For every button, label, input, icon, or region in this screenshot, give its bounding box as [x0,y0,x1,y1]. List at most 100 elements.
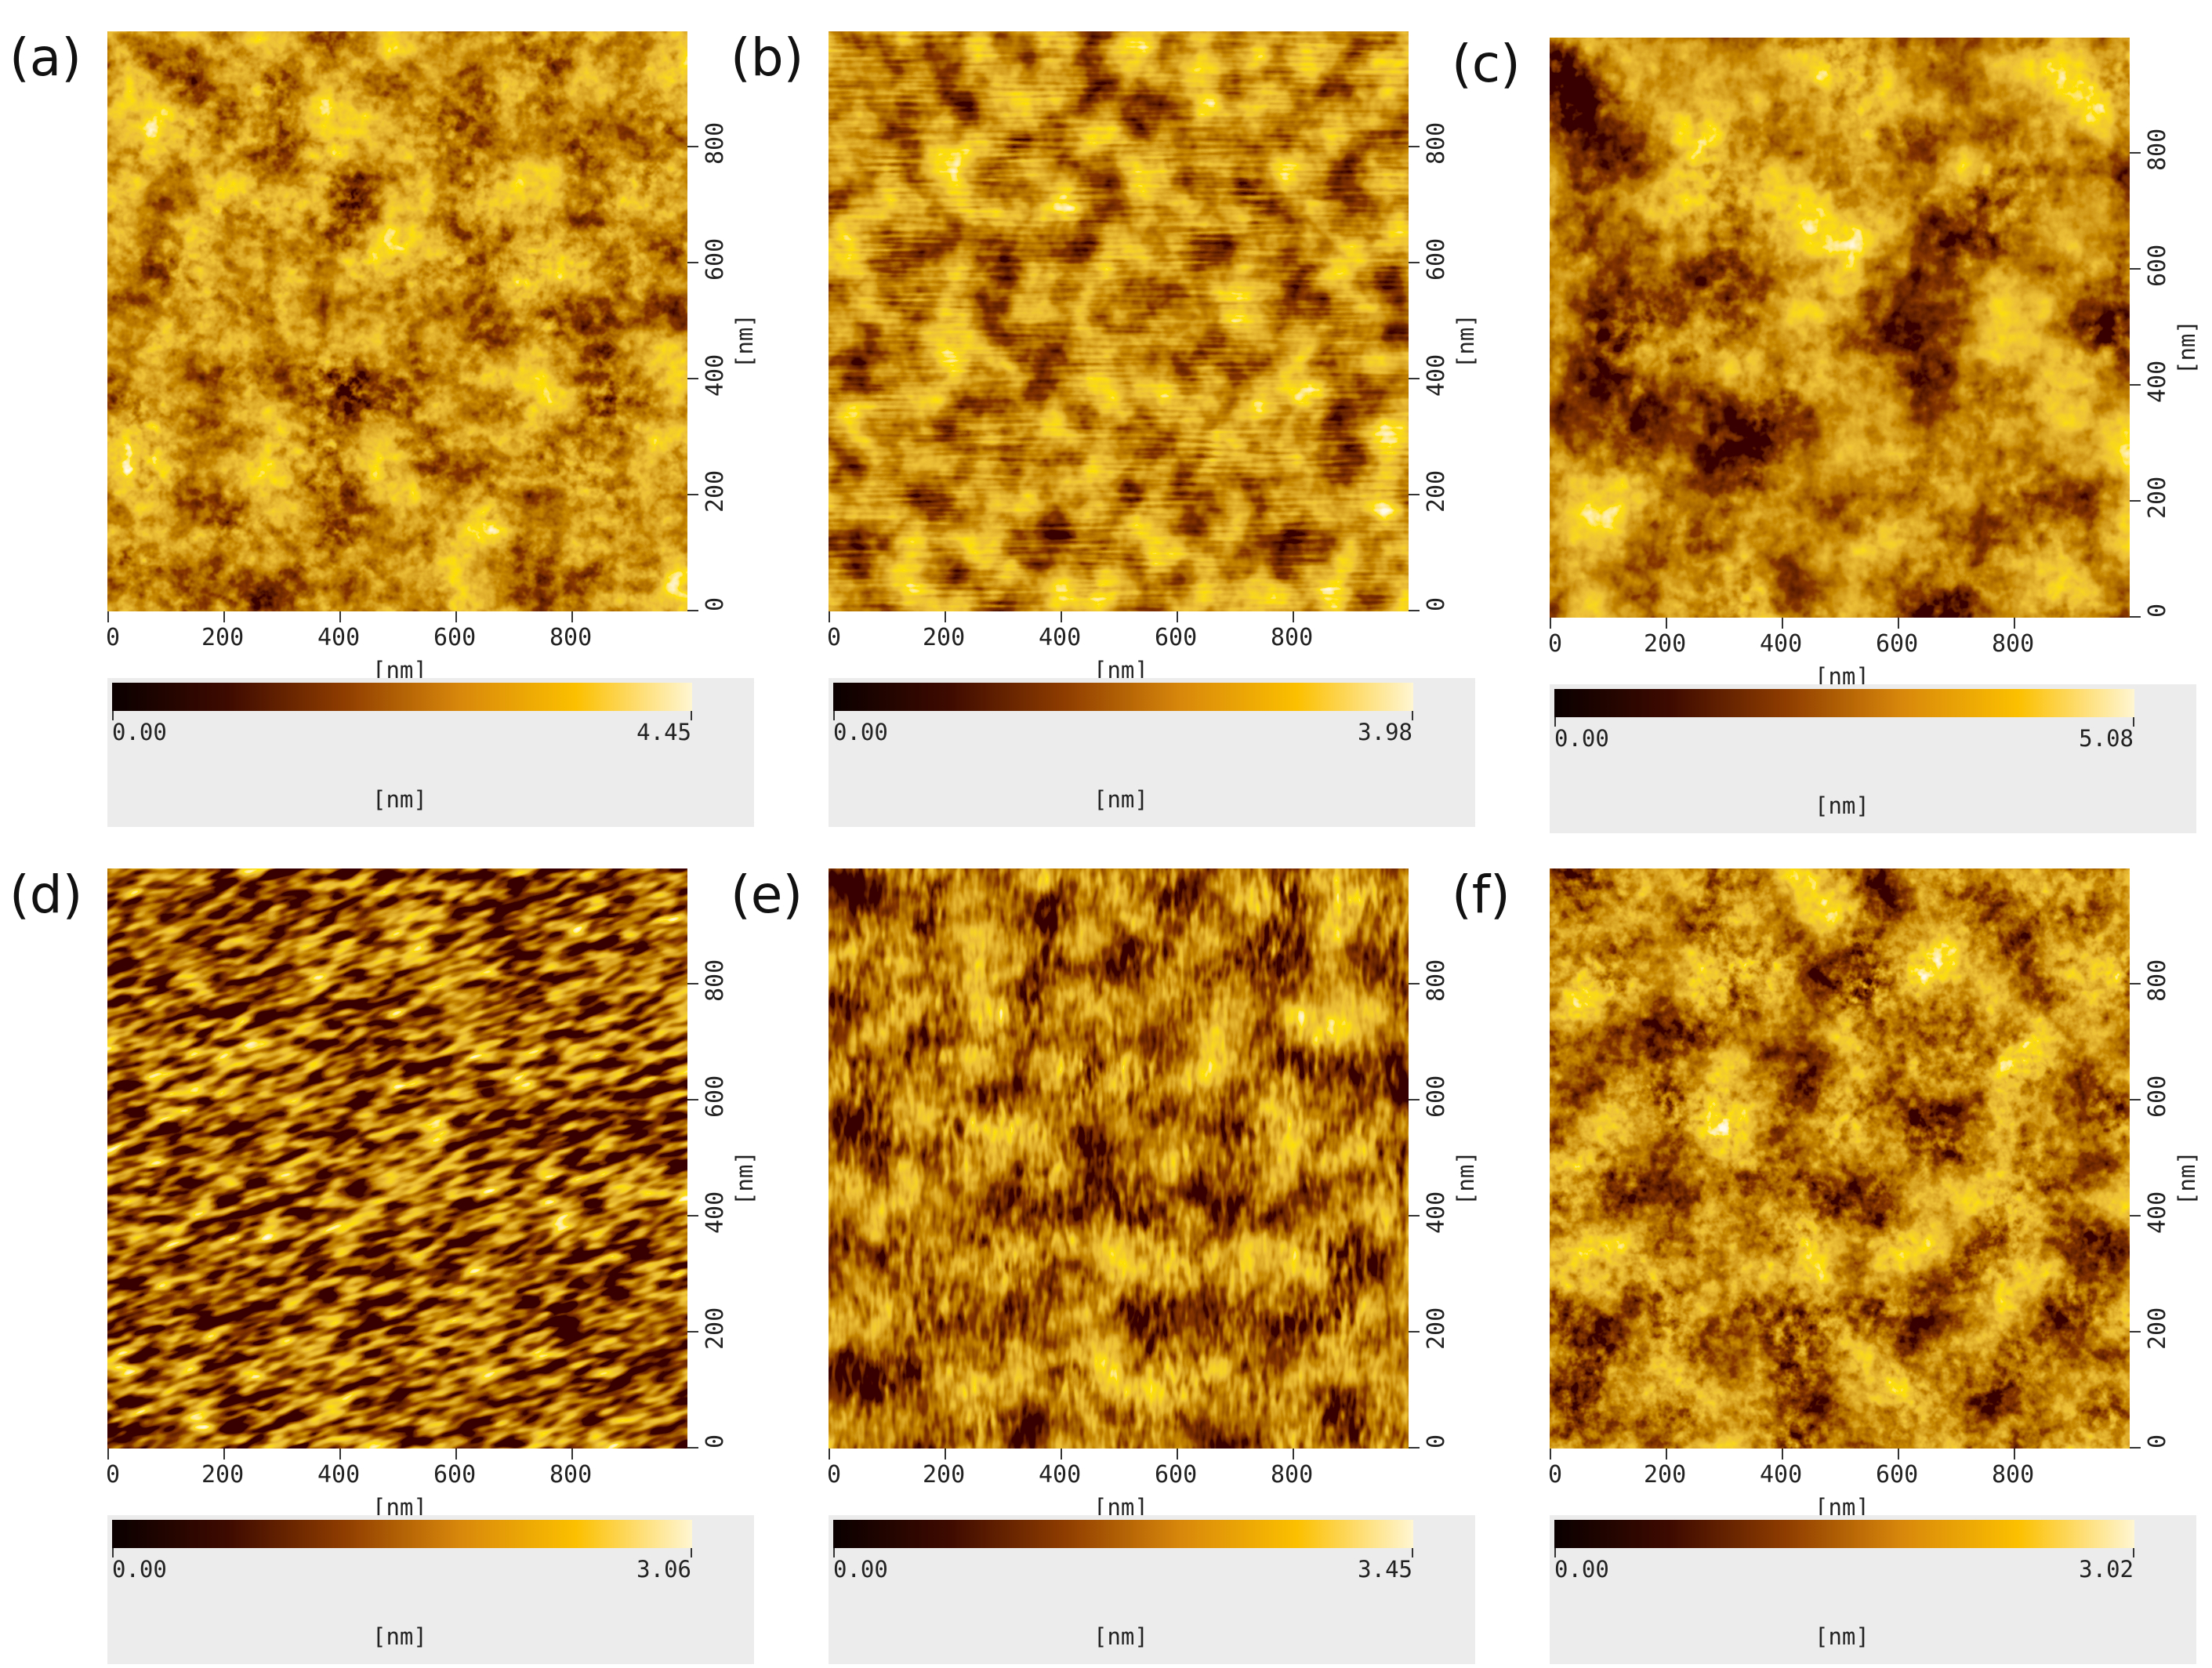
x-tick [1061,1449,1062,1460]
x-tick-label: 400 [1760,630,1803,658]
y-axis: 0 200 400 600 800 [nm] [2130,868,2200,1449]
y-tick-label: 600 [2144,1075,2171,1118]
y-tick-label: 400 [1423,1191,1450,1234]
y-tick [2130,1215,2141,1217]
y-tick-label: 0 [1423,1434,1450,1449]
x-tick-label: 400 [317,1461,361,1489]
colorbar-tick [691,1548,692,1557]
y-axis-unit: [nm] [731,314,758,368]
x-tick-label: 400 [1039,1461,1082,1489]
panel-label: (c) [1452,34,1521,94]
x-tick-label: 600 [1876,1461,1919,1489]
x-tick [571,1449,573,1460]
x-tick [455,1449,457,1460]
y-axis-unit: [nm] [2174,1151,2200,1206]
x-tick [571,611,573,622]
panel-e: (e) 0 200 400 600 800 [n [731,865,1534,1668]
y-tick [1409,494,1420,495]
x-tick-label: 800 [1992,1461,2035,1489]
afm-height-map [107,31,687,611]
y-tick [2130,1447,2141,1449]
x-tick-label: 200 [1644,630,1687,658]
x-axis: 0 200 400 600 800 [nm] [1548,1449,2130,1527]
colorbar-unit: [nm] [1093,786,1148,813]
y-tick-label: 0 [702,1434,729,1449]
y-tick [2130,616,2141,618]
colorbar-min: 0.00 [112,719,167,745]
x-tick [223,1449,225,1460]
x-tick [1550,618,1551,629]
panel-f: (f) 0 200 400 600 800 [n [1452,865,2212,1668]
x-tick-label: 0 [827,1461,842,1489]
x-tick [829,1449,830,1460]
afm-height-map [829,868,1409,1449]
x-tick-label: 600 [1155,1461,1198,1489]
y-tick [2130,384,2141,386]
y-axis: 0 200 400 600 800 [nm] [2130,38,2200,618]
panel-a: (a) 0 200 400 600 800 [n [9,27,813,831]
y-axis-unit: [nm] [1452,1151,1479,1206]
y-tick [687,1099,698,1101]
x-tick [1293,1449,1294,1460]
afm-height-map [829,31,1409,611]
panel-b: (b) 0 200 400 600 800 [n [731,27,1534,831]
colorbar-unit: [nm] [1093,1623,1148,1650]
x-axis: 0 200 400 600 800 [nm] [827,611,1409,690]
y-tick [1409,262,1420,263]
x-tick [107,1449,109,1460]
y-tick-label: 600 [702,1075,729,1118]
x-tick-label: 0 [106,1461,121,1489]
x-tick-label: 0 [1548,630,1563,658]
x-tick-label: 200 [1644,1461,1687,1489]
panel-c: (c) 0 200 400 600 800 [n [1452,34,2212,837]
x-tick-label: 400 [1760,1461,1803,1489]
colorbar-min: 0.00 [112,1556,167,1583]
x-tick-label: 0 [1548,1461,1563,1489]
x-tick-label: 400 [1039,624,1082,651]
colorbar-max: 3.45 [1358,1556,1412,1583]
x-tick [1293,611,1294,622]
x-tick [1666,618,1667,629]
y-axis: 0 200 400 600 800 [nm] [1409,31,1479,611]
x-tick-label: 600 [433,1461,477,1489]
y-tick-label: 200 [1423,470,1450,513]
x-tick [1898,618,1899,629]
y-tick [1409,1099,1420,1101]
y-tick [2130,268,2141,270]
y-axis: 0 200 400 600 800 [nm] [1409,868,1479,1449]
y-tick [1409,1447,1420,1449]
colorbar-max: 3.98 [1358,719,1412,745]
x-tick-label: 800 [549,624,593,651]
panel-d: (d) 0 200 400 60 [9,865,813,1668]
x-tick [455,611,457,622]
x-tick [1177,1449,1178,1460]
colorbar-gradient [833,683,1413,711]
y-tick-label: 800 [1423,121,1450,165]
x-tick-label: 600 [433,624,477,651]
colorbar-unit: [nm] [1815,1623,1869,1650]
panel-label: (a) [9,27,82,88]
x-tick-label: 800 [549,1461,593,1489]
colorbar-unit: [nm] [372,786,427,813]
x-tick [1550,1449,1551,1460]
y-tick [687,1215,698,1217]
y-tick [2130,983,2141,984]
y-tick [1409,1215,1420,1217]
y-tick [2130,152,2141,154]
afm-height-map [1550,38,2130,618]
colorbar-unit: [nm] [1815,792,1869,819]
y-tick-label: 600 [2144,244,2171,287]
y-tick-label: 800 [1423,959,1450,1002]
y-tick-label: 200 [2144,476,2171,519]
x-tick [107,611,109,622]
colorbar-tick [2133,1548,2134,1557]
colorbar-tick [833,711,835,720]
y-tick [1409,610,1420,611]
y-tick [687,262,698,263]
colorbar-tick [691,711,692,720]
colorbar-gradient [1554,1520,2134,1548]
y-tick-label: 0 [702,596,729,611]
colorbar: 0.00 3.98 [nm] [829,678,1475,827]
panel-label: (e) [731,865,803,925]
y-tick-label: 200 [702,470,729,513]
